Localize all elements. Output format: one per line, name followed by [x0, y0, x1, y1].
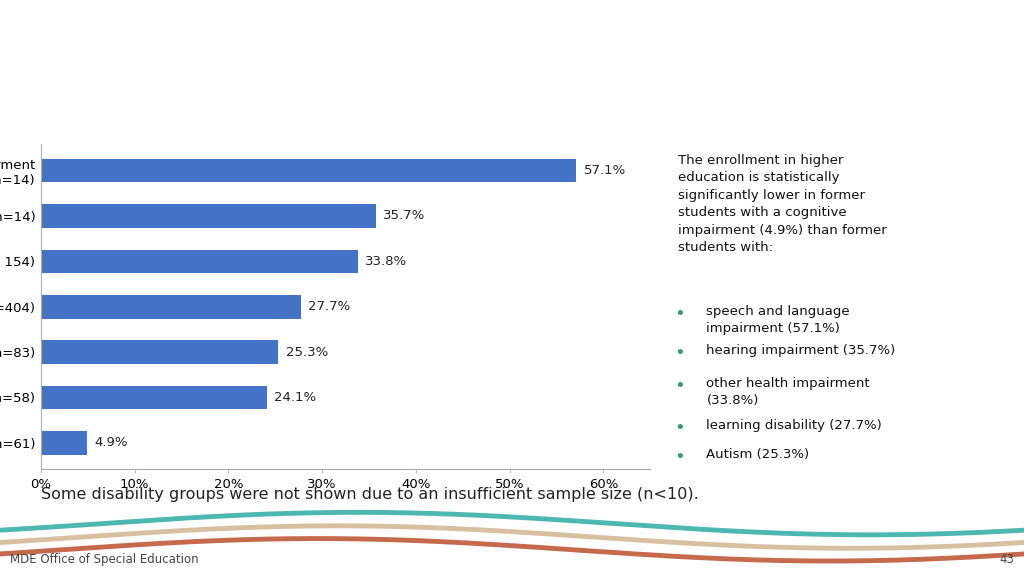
Text: 24.1%: 24.1% — [274, 391, 316, 404]
Text: 33.8%: 33.8% — [366, 255, 408, 268]
Text: 35.7%: 35.7% — [383, 210, 425, 222]
Text: MDE Office of Special Education: MDE Office of Special Education — [10, 554, 199, 566]
Text: •: • — [675, 448, 685, 467]
Bar — [41, 386, 267, 410]
Bar — [41, 204, 376, 228]
Text: 57.1%: 57.1% — [584, 164, 626, 177]
Text: Some disability groups were not shown due to an insufficient sample size (n<10).: Some disability groups were not shown du… — [41, 487, 698, 502]
Bar — [41, 431, 87, 454]
Bar — [41, 340, 279, 364]
Text: 27.7%: 27.7% — [308, 300, 350, 313]
Text: 4.9%: 4.9% — [94, 437, 128, 449]
Text: 43: 43 — [998, 554, 1014, 566]
Text: hearing impairment (35.7%): hearing impairment (35.7%) — [707, 344, 896, 357]
Text: other health impairment
(33.8%): other health impairment (33.8%) — [707, 377, 870, 407]
Text: •: • — [675, 305, 685, 323]
Text: The enrollment in higher
education is statistically
significantly lower in forme: The enrollment in higher education is st… — [678, 154, 887, 254]
Text: •: • — [675, 344, 685, 362]
Text: Enrollment in Higher Education by Disability –
FFY2019: Enrollment in Higher Education by Disabi… — [26, 32, 780, 92]
Bar — [41, 295, 301, 319]
Text: 25.3%: 25.3% — [286, 346, 328, 359]
Text: •: • — [675, 419, 685, 437]
Text: Autism (25.3%): Autism (25.3%) — [707, 448, 810, 461]
Text: learning disability (27.7%): learning disability (27.7%) — [707, 419, 882, 432]
Bar — [41, 249, 357, 273]
Bar — [41, 159, 577, 183]
Text: •: • — [675, 377, 685, 395]
Text: speech and language
impairment (57.1%): speech and language impairment (57.1%) — [707, 305, 850, 335]
